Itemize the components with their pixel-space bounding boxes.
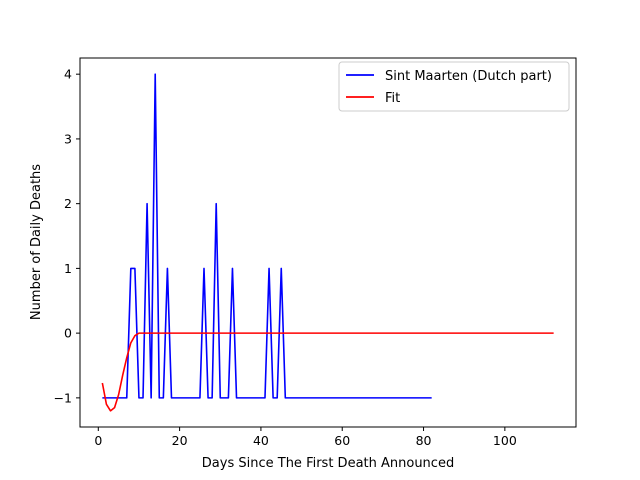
y-tick-label: −1: [54, 390, 72, 405]
legend-frame: [338, 61, 570, 112]
y-tick-label: 4: [64, 67, 72, 82]
x-tick-label: 80: [416, 433, 432, 448]
plot-area: [80, 58, 576, 427]
series-lines: [101, 73, 554, 412]
legend-label-sint-maarten: Sint Maarten (Dutch part): [385, 69, 552, 84]
x-tick-label: 0: [94, 433, 102, 448]
y-axis-ticks: −1 0 1 2 3 4: [54, 67, 80, 405]
y-axis-label: Number of Daily Deaths: [29, 164, 44, 320]
x-axis-ticks: 0 20 40 60 80 100: [94, 427, 517, 448]
legend: Sint Maarten (Dutch part) Fit: [338, 61, 570, 112]
y-tick-label: 3: [64, 131, 72, 146]
x-tick-label: 100: [493, 433, 517, 448]
x-axis-label: Days Since The First Death Announced: [202, 456, 454, 471]
x-tick-label: 40: [253, 433, 269, 448]
plot-frame: [79, 57, 577, 428]
x-tick-label: 60: [334, 433, 350, 448]
y-tick-label: 0: [64, 326, 72, 341]
x-tick-label: 20: [172, 433, 188, 448]
y-tick-label: 2: [64, 196, 72, 211]
y-tick-label: 1: [64, 261, 72, 276]
legend-label-fit: Fit: [385, 91, 400, 106]
series-line-fit: [101, 332, 554, 412]
